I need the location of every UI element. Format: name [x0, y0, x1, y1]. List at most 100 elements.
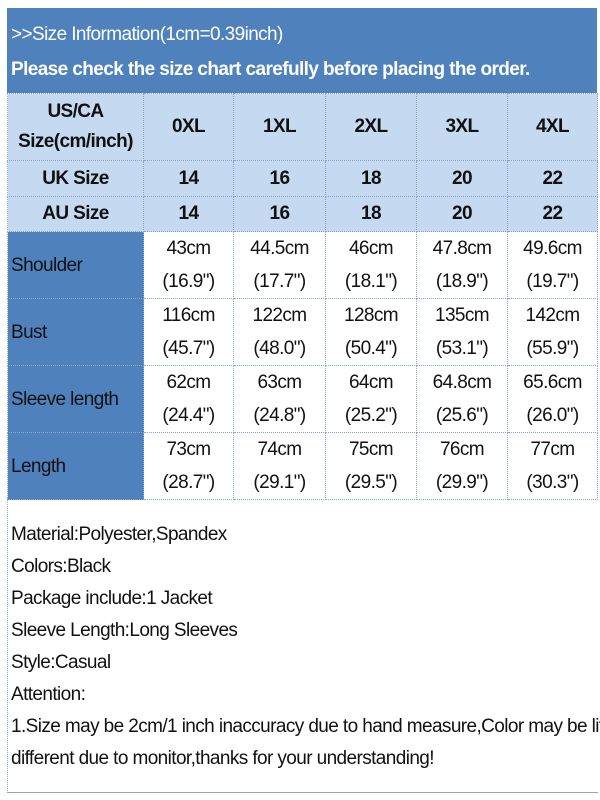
- inch-value: (16.9"): [162, 271, 215, 292]
- table-header-row: US/CA Size(cm/inch) 0XL 1XL 2XL 3XL 4XL: [7, 93, 598, 161]
- uk-value: 18: [325, 160, 417, 197]
- uk-value: 16: [233, 160, 326, 197]
- measurement-cell: 73cm (28.7"): [143, 432, 234, 500]
- inch-value: (26.0"): [526, 405, 579, 426]
- au-label: AU Size: [7, 196, 144, 232]
- inch-value: (18.1"): [344, 271, 398, 292]
- cm-value: 62cm: [166, 372, 211, 393]
- cm-value: 73cm: [166, 439, 211, 460]
- au-value: 14: [143, 196, 234, 232]
- size-1xl: 1XL: [233, 93, 326, 161]
- au-size-row: AU Size 14 16 18 20 22: [7, 196, 598, 232]
- measurement-label: Sleeve length: [7, 365, 144, 433]
- measurement-cell: 64cm (25.2"): [325, 365, 417, 433]
- product-notes: Material:Polyester,Spandex Colors:Black …: [7, 498, 600, 793]
- measurement-cell: 65.6cm (26.0"): [507, 365, 598, 433]
- size-4xl: 4XL: [507, 93, 598, 161]
- note-attention-line2: different due to monitor,thanks for your…: [11, 748, 435, 769]
- inch-value: (30.3"): [526, 472, 579, 493]
- inch-value: (19.7"): [526, 271, 579, 292]
- measurement-cell: 44.5cm (17.7"): [233, 231, 326, 299]
- size-chart-table: US/CA Size(cm/inch) 0XL 1XL 2XL 3XL 4XL U…: [7, 93, 598, 500]
- size-2xl: 2XL: [325, 93, 417, 161]
- au-value: 16: [233, 196, 326, 232]
- note-package: Package include:1 Jacket: [11, 588, 213, 609]
- cm-value: 49.6cm: [523, 238, 582, 259]
- cm-value: 44.5cm: [250, 238, 309, 259]
- measurement-cell: 64.8cm (25.6"): [416, 365, 508, 433]
- measurement-row: Length 73cm (28.7") 74cm (29.1") 75cm (29.5") 7…: [7, 432, 598, 500]
- cm-value: 77cm: [530, 439, 575, 460]
- size-info-banner: >>Size Information(1cm=0.39inch) Please …: [7, 8, 597, 93]
- banner-title: >>Size Information(1cm=0.39inch): [11, 24, 283, 45]
- inch-value: (28.7"): [162, 472, 215, 493]
- measurement-cell: 62cm (24.4"): [143, 365, 234, 433]
- uk-size-row: UK Size 14 16 18 20 22: [7, 160, 598, 197]
- cm-value: 76cm: [439, 439, 485, 460]
- measurement-cell: 76cm (29.9"): [416, 432, 508, 500]
- uk-value: 14: [143, 160, 234, 197]
- cm-value: 122cm: [252, 305, 307, 326]
- inch-value: (24.4"): [162, 405, 215, 426]
- measurement-cell: 63cm (24.8"): [233, 365, 326, 433]
- cm-value: 47.8cm: [432, 238, 492, 259]
- measurement-cell: 74cm (29.1"): [233, 432, 326, 500]
- measurement-cell: 43cm (16.9"): [143, 231, 234, 299]
- note-sleeve-length: Sleeve Length:Long Sleeves: [11, 620, 238, 641]
- inch-value: (24.8"): [253, 405, 306, 426]
- header-label: US/CA Size(cm/inch): [7, 93, 144, 161]
- uk-value: 22: [507, 160, 598, 197]
- inch-value: (17.7"): [253, 271, 306, 292]
- measurement-label: Shoulder: [7, 231, 144, 299]
- cm-value: 43cm: [166, 238, 211, 259]
- note-attention: Attention:: [11, 684, 86, 705]
- size-0xl: 0XL: [143, 93, 234, 161]
- measurement-cell: 75cm (29.5"): [325, 432, 417, 500]
- measurement-cell: 49.6cm (19.7"): [507, 231, 598, 299]
- measurement-row: Shoulder 43cm (16.9") 44.5cm (17.7") 46cm (18.…: [7, 231, 598, 299]
- inch-value: (18.9"): [435, 271, 489, 292]
- note-attention-line1: 1.Size may be 2cm/1 inch inaccuracy due …: [11, 716, 600, 737]
- inch-value: (53.1"): [435, 338, 489, 359]
- size-3xl: 3XL: [416, 93, 508, 161]
- measurement-cell: 135cm (53.1"): [416, 298, 508, 366]
- cm-value: 64cm: [348, 372, 394, 393]
- inch-value: (45.7"): [162, 338, 215, 359]
- measurement-cell: 46cm (18.1"): [325, 231, 417, 299]
- measurement-cell: 128cm (50.4"): [325, 298, 417, 366]
- note-material: Material:Polyester,Spandex: [11, 524, 227, 545]
- inch-value: (29.5"): [344, 472, 398, 493]
- cm-value: 135cm: [434, 305, 490, 326]
- au-value: 20: [416, 196, 508, 232]
- measurement-cell: 116cm (45.7"): [143, 298, 234, 366]
- header-label-line2: Size(cm/inch): [18, 131, 133, 152]
- cm-value: 75cm: [348, 439, 394, 460]
- header-label-line1: US/CA: [47, 101, 104, 122]
- inch-value: (25.6"): [435, 405, 489, 426]
- cm-value: 65.6cm: [523, 372, 582, 393]
- cm-value: 142cm: [525, 305, 580, 326]
- measurement-label: Length: [7, 432, 144, 500]
- banner-subtitle: Please check the size chart carefully be…: [11, 59, 530, 80]
- measurement-cell: 77cm (30.3"): [507, 432, 598, 500]
- measurement-label: Bust: [7, 298, 144, 366]
- au-value: 22: [507, 196, 598, 232]
- cm-value: 74cm: [257, 439, 302, 460]
- au-value: 18: [325, 196, 417, 232]
- inch-value: (29.1"): [253, 472, 306, 493]
- inch-value: (29.9"): [435, 472, 489, 493]
- note-colors: Colors:Black: [11, 556, 111, 577]
- uk-label: UK Size: [7, 160, 144, 197]
- inch-value: (48.0"): [253, 338, 306, 359]
- inch-value: (55.9"): [526, 338, 579, 359]
- inch-value: (50.4"): [344, 338, 398, 359]
- inch-value: (25.2"): [344, 405, 398, 426]
- measurement-row: Sleeve length 62cm (24.4") 63cm (24.8") 64cm (…: [7, 365, 598, 433]
- measurement-cell: 122cm (48.0"): [233, 298, 326, 366]
- cm-value: 63cm: [257, 372, 302, 393]
- cm-value: 128cm: [343, 305, 399, 326]
- measurement-cell: 142cm (55.9"): [507, 298, 598, 366]
- cm-value: 46cm: [348, 238, 394, 259]
- measurement-row: Bust 116cm (45.7") 122cm (48.0") 128cm (50.4")…: [7, 298, 598, 366]
- uk-value: 20: [416, 160, 508, 197]
